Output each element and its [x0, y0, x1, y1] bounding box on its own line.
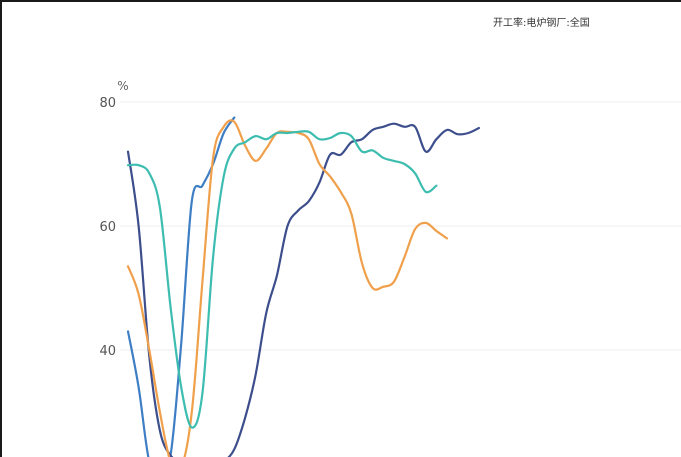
y-axis: 40 60 80% [99, 79, 128, 359]
grid-layer [120, 101, 681, 351]
series-line-2 [126, 122, 480, 457]
y-axis-unit-label: % [117, 79, 128, 93]
series-line-1 [126, 116, 236, 457]
y-tick-label-80: 80 [99, 96, 116, 111]
series-line-3 [126, 119, 449, 457]
y-tick-label-40: 40 [99, 344, 116, 359]
series-layer [126, 116, 480, 457]
y-tick-label-60: 60 [99, 220, 116, 235]
chart-title: 开工率:电炉钢厂:全国 [493, 18, 590, 29]
series-line-4 [126, 130, 438, 429]
